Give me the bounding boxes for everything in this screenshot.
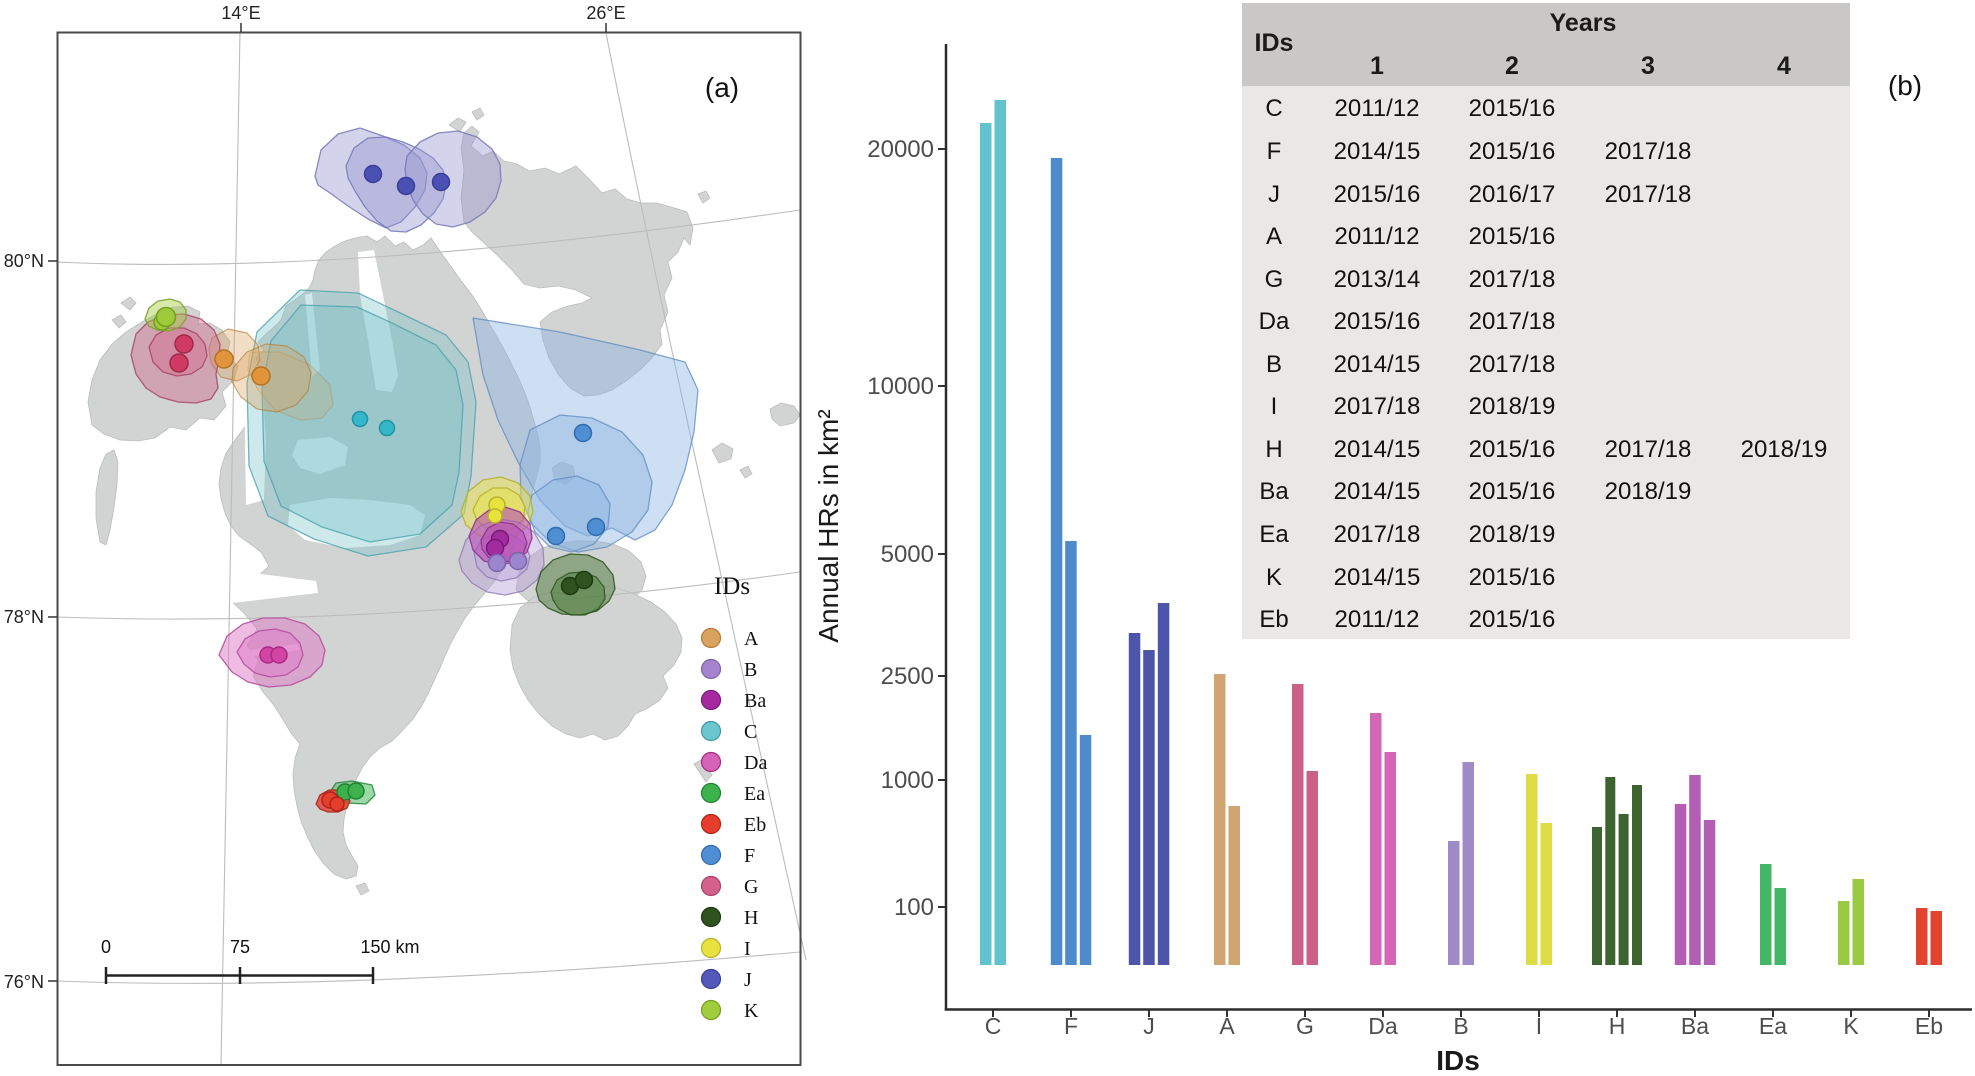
svg-text:G: G xyxy=(744,876,758,898)
svg-text:0: 0 xyxy=(101,937,111,957)
svg-text:2017/18: 2017/18 xyxy=(1469,266,1556,293)
svg-text:Da: Da xyxy=(744,752,767,774)
svg-text:F: F xyxy=(1267,138,1282,165)
svg-text:26°E: 26°E xyxy=(586,3,625,23)
svg-text:Eb: Eb xyxy=(1259,606,1288,633)
svg-text:Eb: Eb xyxy=(1915,1013,1943,1039)
svg-text:2015/16: 2015/16 xyxy=(1469,95,1556,122)
svg-text:Da: Da xyxy=(1259,308,1290,335)
svg-text:2: 2 xyxy=(1505,52,1519,80)
svg-text:20000: 20000 xyxy=(867,136,934,163)
svg-text:Ba: Ba xyxy=(1259,478,1289,505)
svg-text:H: H xyxy=(1609,1013,1626,1039)
svg-text:2015/16: 2015/16 xyxy=(1469,606,1556,633)
svg-text:2015/16: 2015/16 xyxy=(1469,223,1556,250)
svg-text:Annual HRs in km²: Annual HRs in km² xyxy=(813,409,844,642)
svg-text:I: I xyxy=(744,938,751,960)
svg-text:(a): (a) xyxy=(705,72,739,103)
svg-text:Ea: Ea xyxy=(744,783,765,805)
svg-text:H: H xyxy=(744,907,758,929)
svg-text:1: 1 xyxy=(1370,52,1384,80)
svg-text:2018/19: 2018/19 xyxy=(1469,521,1556,548)
svg-text:2014/15: 2014/15 xyxy=(1334,478,1421,505)
svg-text:(b): (b) xyxy=(1888,70,1922,101)
svg-text:2015/16: 2015/16 xyxy=(1469,564,1556,591)
svg-text:2011/12: 2011/12 xyxy=(1335,95,1420,122)
svg-text:78°N: 78°N xyxy=(4,607,44,627)
svg-text:2014/15: 2014/15 xyxy=(1334,436,1421,463)
svg-text:100: 100 xyxy=(894,894,934,921)
svg-text:2014/15: 2014/15 xyxy=(1334,351,1421,378)
svg-text:F: F xyxy=(744,845,755,867)
svg-text:C: C xyxy=(744,721,757,743)
svg-text:Ba: Ba xyxy=(1681,1013,1709,1039)
svg-text:2018/19: 2018/19 xyxy=(1741,436,1828,463)
svg-text:2015/16: 2015/16 xyxy=(1469,436,1556,463)
svg-text:2015/16: 2015/16 xyxy=(1469,138,1556,165)
svg-text:2018/19: 2018/19 xyxy=(1469,393,1556,420)
svg-text:A: A xyxy=(1219,1013,1235,1039)
svg-text:2017/18: 2017/18 xyxy=(1334,521,1421,548)
svg-text:2013/14: 2013/14 xyxy=(1334,266,1421,293)
svg-text:Eb: Eb xyxy=(744,814,766,836)
svg-text:Ba: Ba xyxy=(744,690,766,712)
svg-text:IDs: IDs xyxy=(714,573,750,600)
svg-text:IDs: IDs xyxy=(1436,1045,1480,1076)
svg-text:K: K xyxy=(1843,1013,1859,1039)
svg-text:2011/12: 2011/12 xyxy=(1335,223,1420,250)
svg-text:150 km: 150 km xyxy=(360,937,419,957)
svg-text:2014/15: 2014/15 xyxy=(1334,564,1421,591)
svg-text:B: B xyxy=(1453,1013,1468,1039)
svg-text:10000: 10000 xyxy=(867,373,934,400)
svg-text:Years: Years xyxy=(1550,9,1617,37)
svg-text:4: 4 xyxy=(1777,52,1791,80)
svg-text:2017/18: 2017/18 xyxy=(1469,351,1556,378)
svg-text:2500: 2500 xyxy=(881,663,934,690)
svg-text:2017/18: 2017/18 xyxy=(1605,436,1692,463)
svg-text:5000: 5000 xyxy=(881,541,934,568)
svg-text:F: F xyxy=(1064,1013,1078,1039)
svg-text:75: 75 xyxy=(230,937,250,957)
svg-text:1000: 1000 xyxy=(881,767,934,794)
svg-text:C: C xyxy=(1265,95,1282,122)
svg-text:2016/17: 2016/17 xyxy=(1469,181,1556,208)
svg-text:3: 3 xyxy=(1641,52,1655,80)
svg-text:2018/19: 2018/19 xyxy=(1605,478,1692,505)
svg-text:J: J xyxy=(744,969,752,991)
svg-text:80°N: 80°N xyxy=(4,251,44,271)
svg-text:2014/15: 2014/15 xyxy=(1334,138,1421,165)
svg-text:2015/16: 2015/16 xyxy=(1334,308,1421,335)
svg-text:Ea: Ea xyxy=(1759,1013,1787,1039)
svg-text:B: B xyxy=(1266,351,1282,378)
svg-text:IDs: IDs xyxy=(1255,29,1294,57)
svg-text:K: K xyxy=(1266,564,1282,591)
svg-text:2017/18: 2017/18 xyxy=(1605,138,1692,165)
svg-text:G: G xyxy=(1265,266,1284,293)
svg-text:G: G xyxy=(1296,1013,1314,1039)
svg-text:H: H xyxy=(1265,436,1282,463)
svg-text:2017/18: 2017/18 xyxy=(1334,393,1421,420)
svg-text:B: B xyxy=(744,659,757,681)
svg-text:2011/12: 2011/12 xyxy=(1335,606,1420,633)
svg-text:K: K xyxy=(744,1000,759,1022)
svg-text:2015/16: 2015/16 xyxy=(1469,478,1556,505)
svg-text:2017/18: 2017/18 xyxy=(1469,308,1556,335)
svg-text:Da: Da xyxy=(1368,1013,1398,1039)
svg-text:J: J xyxy=(1268,181,1280,208)
svg-text:I: I xyxy=(1271,393,1278,420)
svg-text:76°N: 76°N xyxy=(4,972,44,992)
svg-text:Ea: Ea xyxy=(1259,521,1289,548)
svg-text:C: C xyxy=(985,1013,1002,1039)
svg-text:I: I xyxy=(1536,1013,1542,1039)
svg-text:A: A xyxy=(1266,223,1282,250)
svg-text:14°E: 14°E xyxy=(221,3,260,23)
svg-text:A: A xyxy=(744,628,759,650)
svg-text:2017/18: 2017/18 xyxy=(1605,181,1692,208)
svg-text:J: J xyxy=(1143,1013,1155,1039)
svg-text:2015/16: 2015/16 xyxy=(1334,181,1421,208)
